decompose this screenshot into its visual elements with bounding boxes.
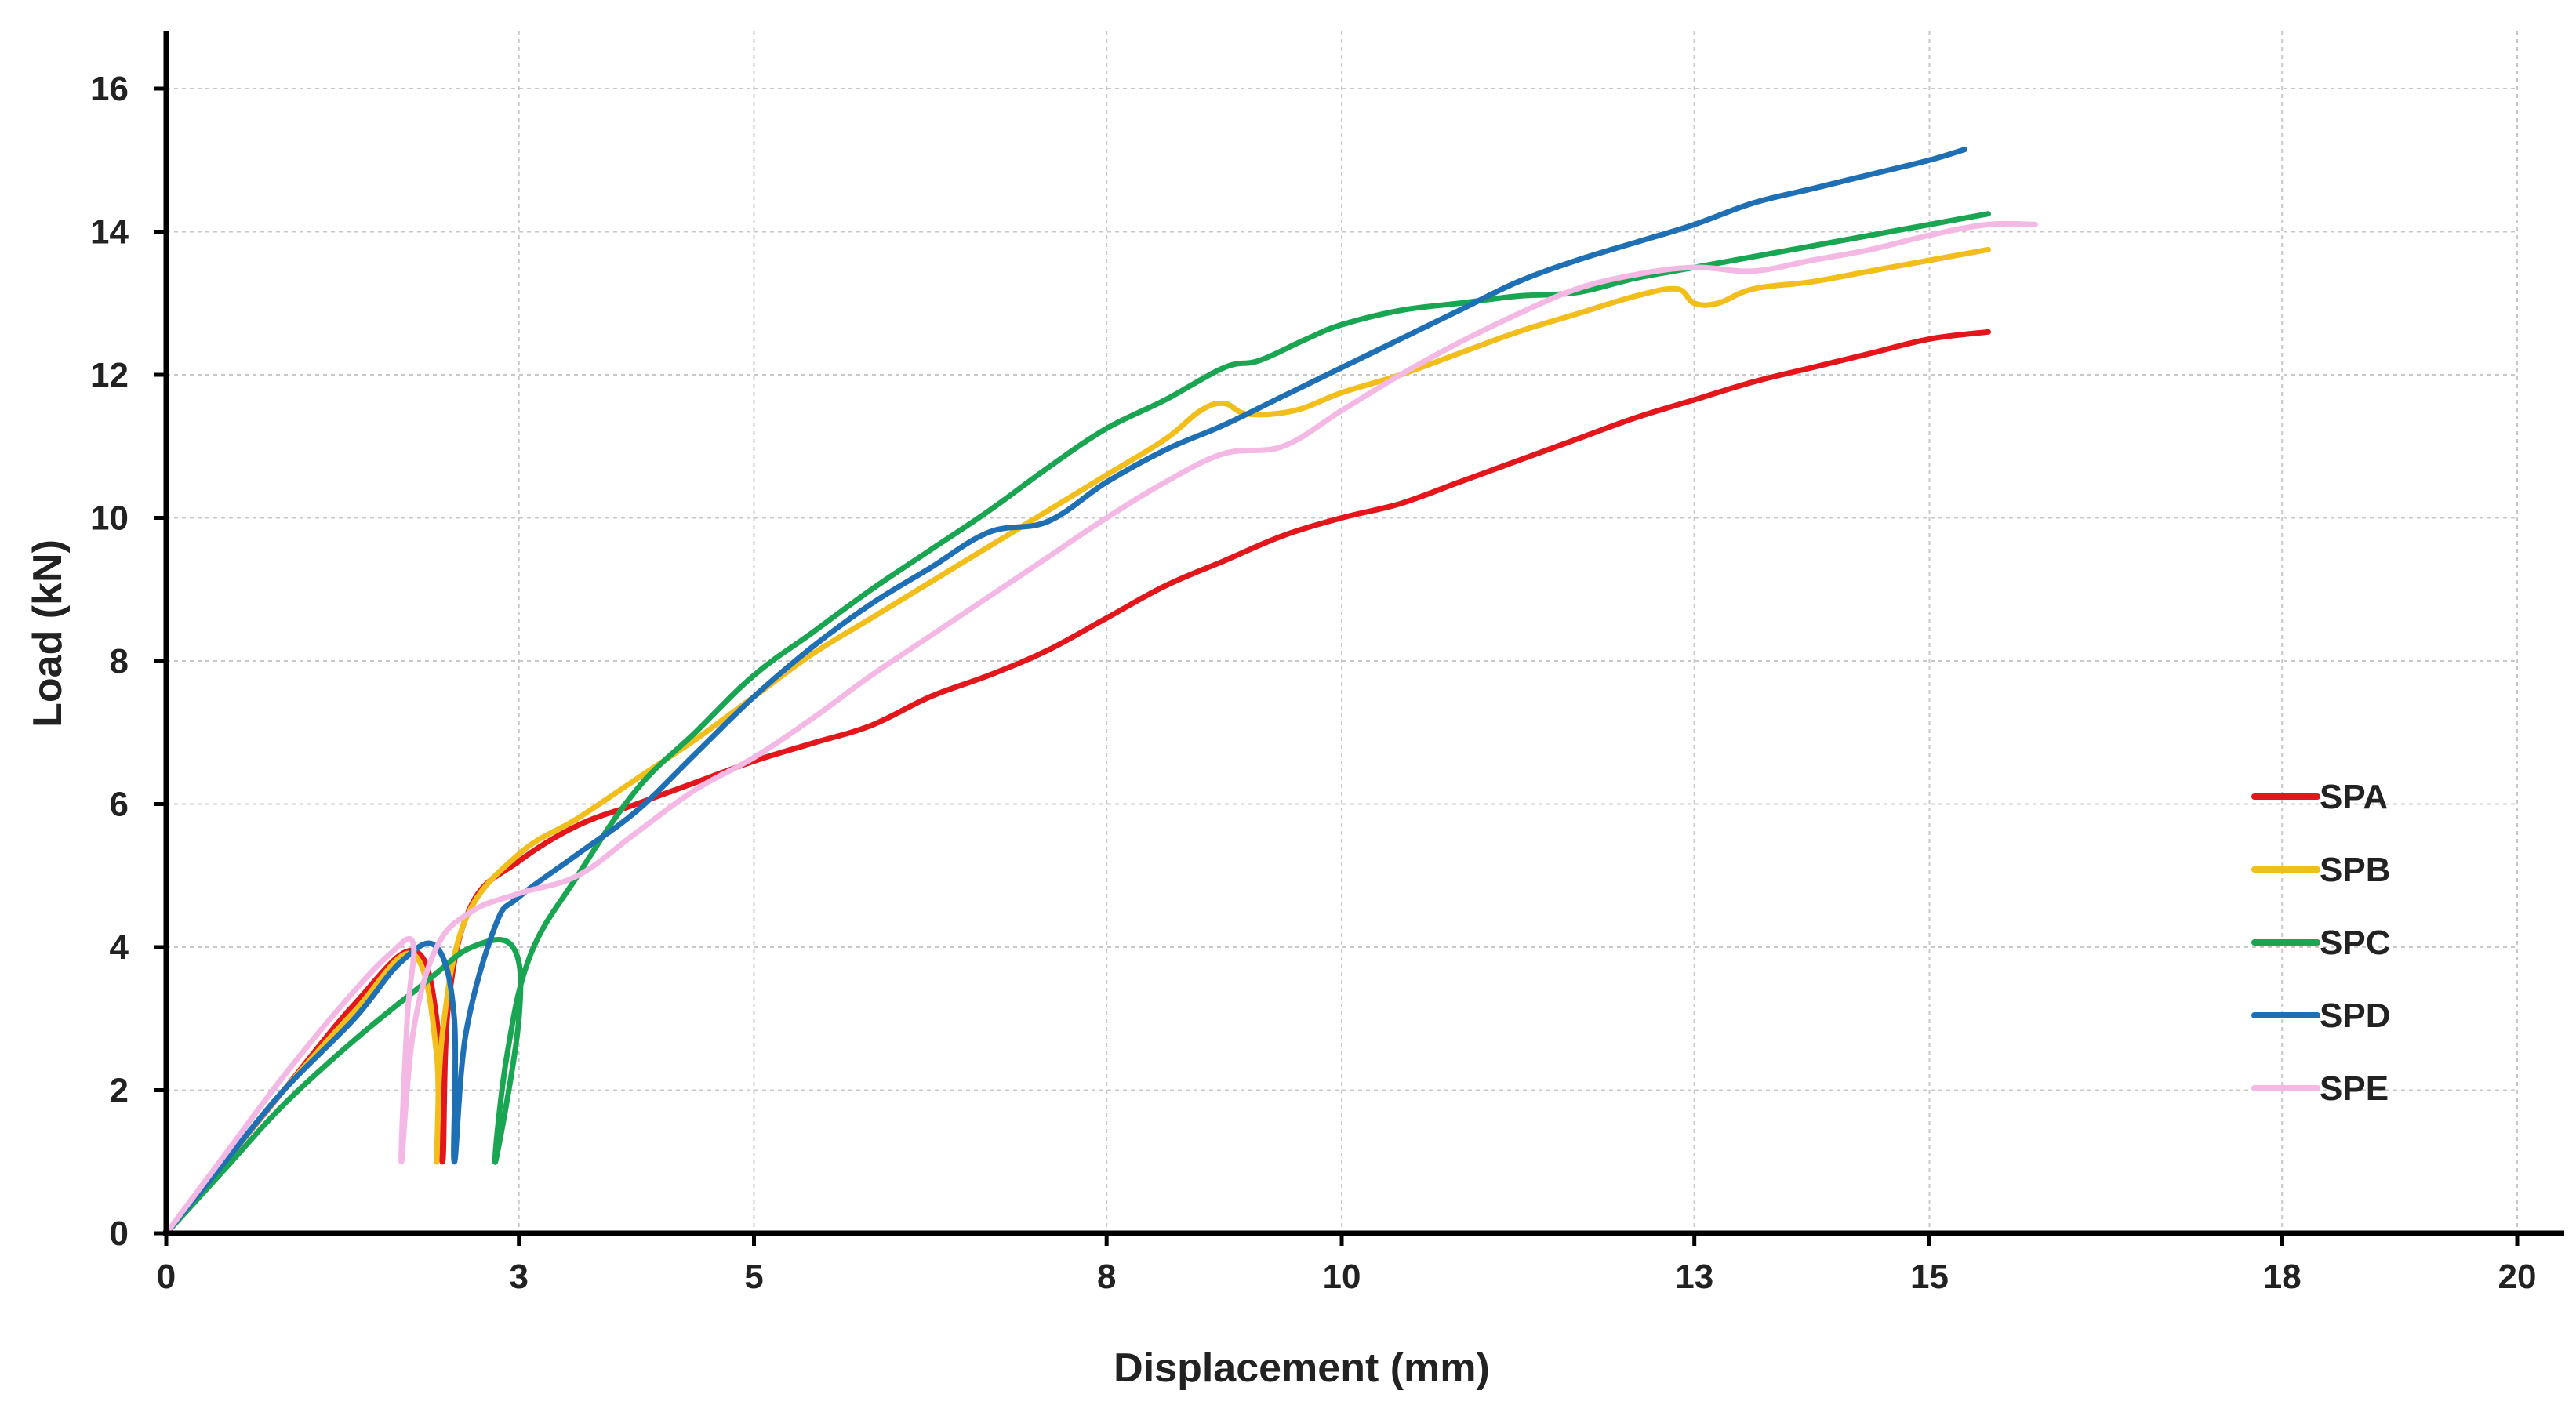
x-tick-label: 0 [157,1258,176,1296]
y-tick-label: 12 [90,356,129,394]
series-line-spb [163,246,1991,1236]
series-line-spc [163,211,1991,1236]
legend-label-spc: SPC [2320,924,2390,962]
series-layer [163,147,2038,1236]
y-tick-label: 10 [90,499,129,538]
axes-layer [163,31,2564,1236]
x-tick-label: 15 [1910,1258,1949,1296]
legend-label-spd: SPD [2320,997,2390,1035]
x-tick-label: 13 [1675,1258,1713,1296]
x-tick-label: 5 [744,1258,763,1296]
y-tick-label: 2 [110,1072,129,1110]
legend-label-spb: SPB [2320,851,2390,889]
y-tick-label: 8 [110,642,129,681]
x-tick-label: 10 [1323,1258,1361,1296]
series-line-spd [163,147,1967,1236]
y-axis-title: Load (kN) [25,539,71,728]
legend: SPA SPB SPC SPD SPE [2251,778,2390,1108]
series-line-spa [163,329,1991,1236]
x-axis-title: Displacement (mm) [1114,1345,1490,1391]
y-tick-label: 16 [90,70,129,108]
tick-layer: 0 3 5 8 10 13 15 18 20 0 2 4 6 8 10 12 14 16 [90,70,2536,1296]
legend-label-spe: SPE [2320,1069,2389,1108]
x-tick-label: 20 [2498,1258,2537,1296]
legend-label-spa: SPA [2320,778,2388,816]
y-tick-label: 0 [110,1214,129,1253]
y-tick-label: 6 [110,786,129,824]
y-tick-label: 4 [110,928,129,967]
grid-layer [166,31,2518,1233]
series-line-spe [163,220,2038,1236]
y-tick-label: 14 [90,213,129,252]
x-tick-label: 8 [1097,1258,1116,1296]
x-tick-label: 18 [2263,1258,2302,1296]
x-tick-label: 3 [509,1258,528,1296]
